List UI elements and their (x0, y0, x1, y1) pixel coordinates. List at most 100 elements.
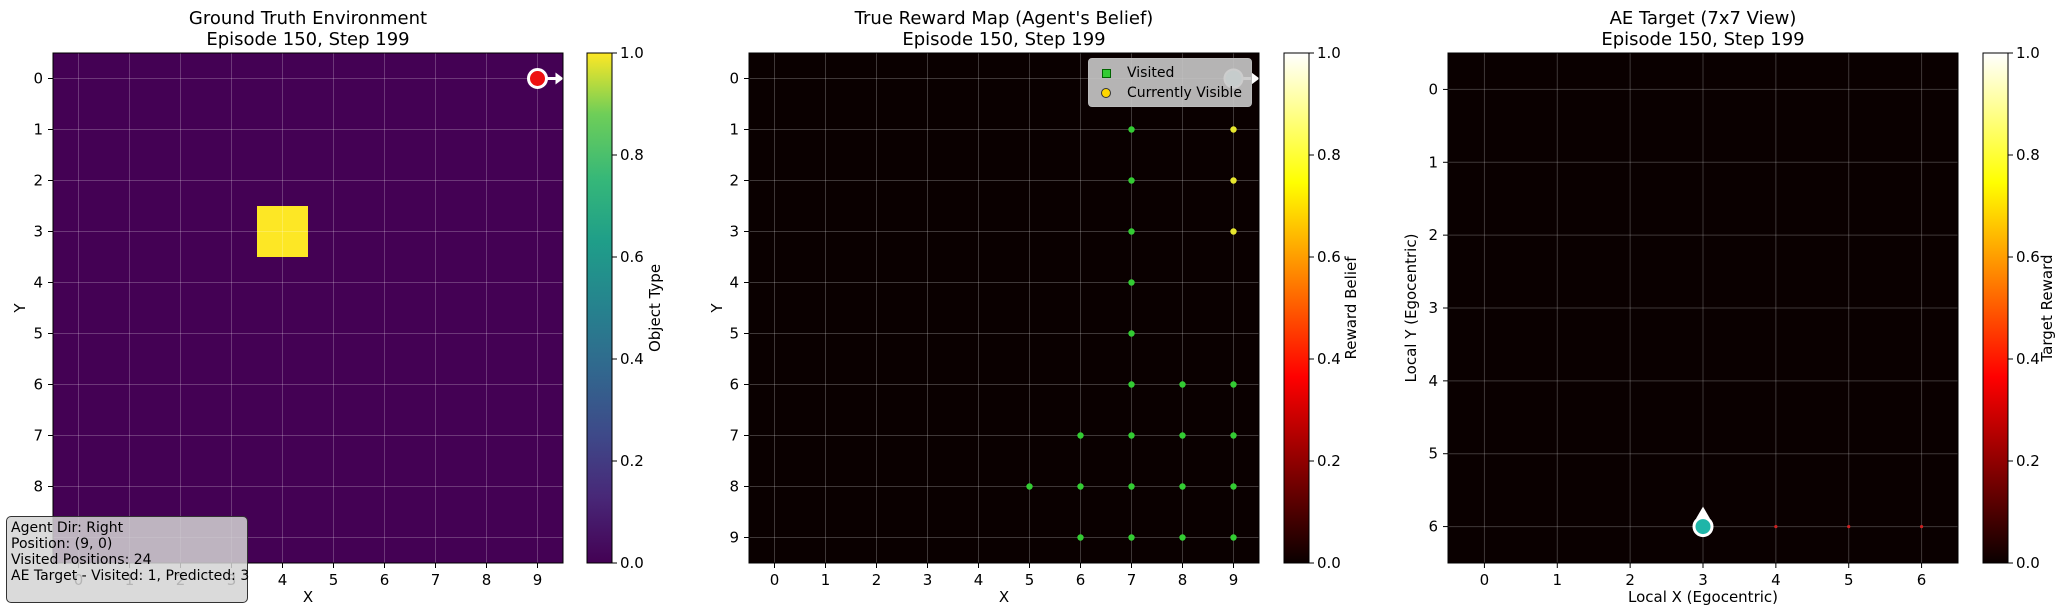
colorbar-tick-label: 0.6 (2016, 248, 2040, 266)
x-tick-label: 8 (1178, 571, 1188, 589)
panel-1-title-line-1: Ground Truth Environment (189, 8, 427, 29)
y-tick-label: 3 (33, 223, 43, 241)
visited-point (1128, 330, 1135, 337)
visible-point (1230, 381, 1237, 388)
colorbar-tick-label: 0.2 (1317, 452, 1341, 470)
y-tick-label: 5 (33, 325, 43, 343)
y-tick-label: 2 (33, 172, 43, 190)
colorbar-tick-label: 0.8 (620, 146, 644, 164)
visited-point (1128, 483, 1135, 490)
colorbar-tick-label: 0.0 (1317, 554, 1341, 572)
legend-entry-visited: Visited (1095, 63, 1245, 83)
panel-2-frame (748, 52, 1260, 564)
colorbar-tick-label: 0.8 (1317, 146, 1341, 164)
y-tick-label: 5 (1428, 445, 1438, 463)
panel-2-colorbar-label: Reward Belief (1342, 256, 1360, 360)
visible-marker-icon (1101, 88, 1111, 98)
colorbar-tick-label: 0.4 (2016, 350, 2040, 368)
visible-point (1230, 432, 1237, 439)
panel-3-title-line-1: AE Target (7x7 View) (1610, 8, 1797, 29)
x-tick-label: 2 (872, 571, 882, 589)
y-tick-label: 1 (1428, 153, 1438, 171)
x-tick-label: 7 (431, 571, 441, 589)
x-tick-label: 9 (533, 571, 543, 589)
panel-3-colorbar-label: Target Reward (2038, 254, 2056, 362)
panel-3-ylabel: Local Y (Egocentric) (1402, 234, 1420, 383)
y-tick-label: 4 (1428, 372, 1438, 390)
colorbar-tick-label: 0.2 (620, 452, 644, 470)
visited-point (1128, 126, 1135, 133)
visible-point (1230, 228, 1237, 235)
x-tick-label: 4 (974, 571, 984, 589)
panel-3-xlabel: Local X (Egocentric) (1628, 588, 1778, 606)
legend-entry-visible: Currently Visible (1095, 83, 1245, 103)
colorbar-tick-label: 0.0 (620, 554, 644, 572)
agent-info-box: Agent Dir: Right Position: (9, 0) Visite… (6, 516, 249, 603)
agent-direction-arrowhead (1251, 72, 1260, 85)
visited-point (1128, 534, 1135, 541)
colorbar-tick-label: 0.8 (2016, 146, 2040, 164)
x-tick-label: 4 (278, 571, 288, 589)
colorbar-tick-label: 0.4 (1317, 350, 1341, 368)
info-agent-dir: Agent Dir: Right (11, 520, 124, 536)
colorbar-tick-label: 0.2 (2016, 452, 2040, 470)
y-tick-label: 5 (729, 325, 739, 343)
target-point (1919, 524, 1924, 529)
y-tick-label: 3 (1428, 299, 1438, 317)
panel-2-title-line-1: True Reward Map (Agent's Belief) (854, 8, 1154, 29)
colorbar-tick-label: 0.4 (620, 350, 644, 368)
visible-point (1230, 483, 1237, 490)
visited-point (1077, 534, 1084, 541)
visited-point (1128, 432, 1135, 439)
panel-1-ylabel: Y (11, 303, 29, 314)
x-tick-label: 4 (1771, 571, 1781, 589)
panel-2-ylabel: Y (708, 303, 726, 314)
panel-2-xlabel: X (999, 588, 1009, 606)
panel-1-colorbar-label: Object Type (646, 264, 664, 352)
panel-2-background (749, 53, 1259, 563)
x-tick-label: 0 (1480, 571, 1490, 589)
y-tick-label: 7 (33, 427, 43, 445)
agent-direction-arrowhead (1696, 506, 1710, 519)
visited-point (1179, 534, 1186, 541)
y-tick-label: 6 (729, 376, 739, 394)
info-visited-positions: Visited Positions: 24 (11, 552, 152, 568)
y-tick-label: 6 (33, 376, 43, 394)
colorbar-tick-label: 1.0 (620, 44, 644, 62)
x-tick-label: 5 (1025, 571, 1035, 589)
x-tick-label: 1 (821, 571, 831, 589)
x-tick-label: 6 (1917, 571, 1927, 589)
info-position: Position: (9, 0) (11, 536, 113, 552)
agent-marker (527, 68, 548, 89)
panel-3-title-line-2: Episode 150, Step 199 (1601, 29, 1804, 50)
x-tick-label: 5 (1844, 571, 1854, 589)
x-tick-label: 0 (770, 571, 780, 589)
x-tick-label: 8 (482, 571, 492, 589)
y-tick-label: 0 (1428, 80, 1438, 98)
y-tick-label: 4 (729, 274, 739, 292)
x-tick-label: 7 (1127, 571, 1137, 589)
y-tick-label: 2 (729, 172, 739, 190)
panel-1-xlabel: X (303, 588, 313, 606)
agent-marker (1692, 516, 1714, 538)
legend-label-visited: Visited (1127, 65, 1175, 81)
panel-1-frame (52, 52, 564, 564)
target-point (1847, 524, 1851, 529)
colorbar-tick-label: 1.0 (1317, 44, 1341, 62)
visited-point (1026, 483, 1033, 490)
ground-truth-panel: Ground Truth Environment Episode 150, St… (11, 8, 664, 606)
panel-3-colorbar (1982, 52, 2009, 564)
panel-1-title-line-2: Episode 150, Step 199 (206, 29, 409, 50)
y-tick-label: 1 (729, 121, 739, 139)
reward-map-legend: Visited Currently Visible (1088, 58, 1252, 107)
y-tick-label: 6 (1428, 518, 1438, 536)
x-tick-label: 5 (329, 571, 339, 589)
panel-1-background (53, 53, 563, 563)
agent-direction-arrowhead (555, 72, 564, 85)
colorbar-tick-label: 1.0 (2016, 44, 2040, 62)
object-cell (257, 206, 308, 257)
y-tick-label: 1 (33, 121, 43, 139)
visible-point (1230, 177, 1237, 184)
colorbar-tick-label: 0.6 (1317, 248, 1341, 266)
